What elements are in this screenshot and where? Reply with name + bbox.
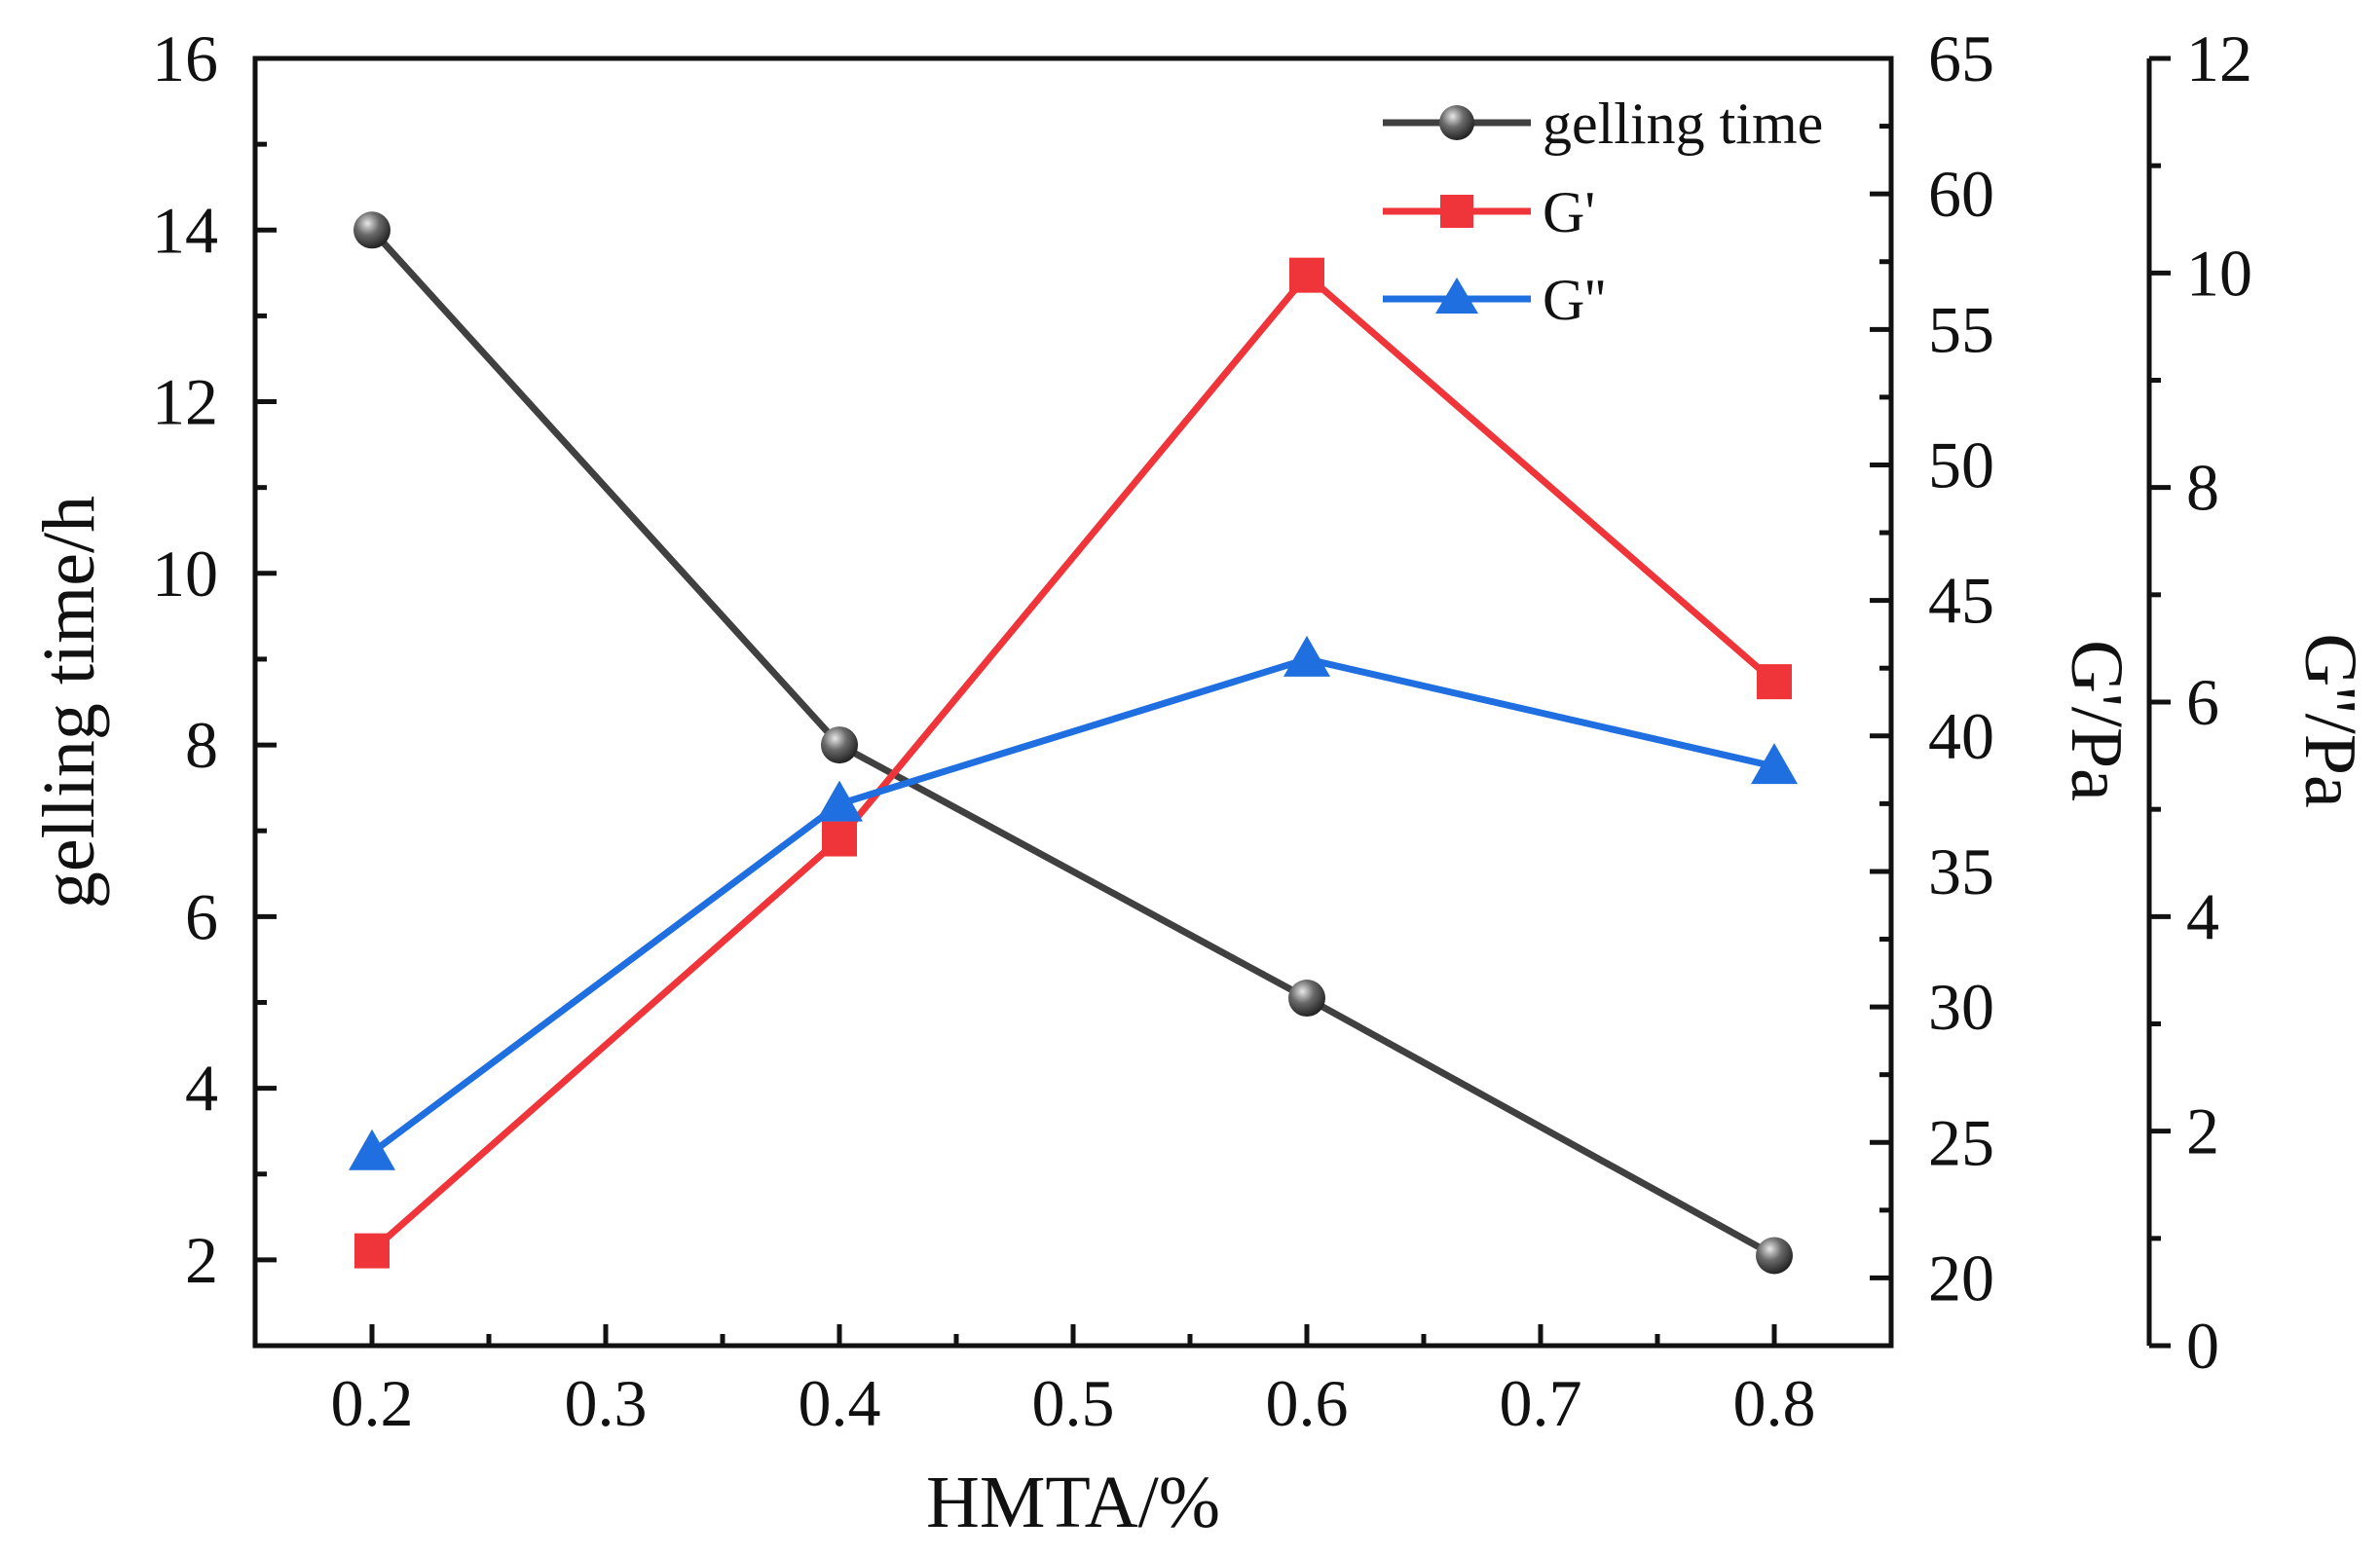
right1-tick-label: 60: [1928, 157, 1994, 231]
right2-axis-title: G''/Pa: [2289, 633, 2371, 807]
gelling-time-point: [353, 211, 390, 249]
gelling-time-point: [1756, 1237, 1793, 1275]
g-double-prime-point: [349, 1129, 395, 1170]
left-tick-label: 10: [152, 537, 218, 611]
legend-marker-g-double-prime: [1435, 278, 1478, 314]
legend-marker-gelling-time: [1439, 105, 1474, 140]
x-tick-label: 0.3: [565, 1366, 648, 1440]
right2-tick-label: 2: [2186, 1094, 2219, 1168]
right2-tick-label: 6: [2186, 665, 2219, 739]
x-tick-label: 0.2: [331, 1366, 414, 1440]
g-double-prime-point: [1751, 743, 1798, 785]
right1-tick-label: 25: [1928, 1105, 1994, 1179]
legend-label-g-prime: G': [1543, 180, 1595, 244]
series-layer: [349, 211, 1798, 1275]
right1-tick-label: 35: [1928, 834, 1994, 908]
series-line-1: [369, 272, 1777, 1254]
left-tick-label: 6: [185, 879, 218, 953]
x-tick-label: 0.5: [1032, 1366, 1115, 1440]
right1-axis-title: G'/Pa: [2056, 640, 2138, 801]
right1-axis-ticks: 20 25 30 35 40 45 50 55 60 65: [1870, 21, 1994, 1315]
g-prime-point: [354, 1233, 390, 1269]
legend: gelling time G' G'': [1383, 92, 1823, 332]
right1-tick-label: 55: [1928, 292, 1994, 366]
right1-tick-label: 65: [1928, 21, 1994, 95]
gelling-time-point: [1288, 980, 1325, 1018]
g-double-prime-point: [816, 780, 863, 822]
left-tick-label: 2: [185, 1223, 218, 1297]
left-tick-label: 8: [185, 708, 218, 782]
right2-tick-label: 8: [2186, 451, 2219, 525]
legend-label-gelling-time: gelling time: [1543, 92, 1823, 156]
x-tick-label: 0.7: [1500, 1366, 1582, 1440]
x-tick-label: 0.6: [1266, 1366, 1349, 1440]
legend-marker-g-prime: [1440, 195, 1473, 228]
left-tick-label: 16: [152, 21, 218, 95]
plot-frame: [252, 56, 1894, 1349]
legend-entry-g-double-prime: G'': [1383, 268, 1606, 332]
left-tick-label: 4: [185, 1052, 218, 1126]
x-axis-title: HMTA/%: [926, 1462, 1220, 1543]
g-prime-point: [822, 821, 857, 857]
left-tick-label: 12: [152, 365, 218, 439]
right1-tick-label: 20: [1928, 1241, 1994, 1315]
right2-tick-label: 12: [2186, 21, 2252, 95]
x-tick-label: 0.4: [799, 1366, 881, 1440]
x-axis-ticks: 0.2 0.3 0.4 0.5 0.6 0.7 0.8: [331, 1324, 1816, 1440]
left-tick-label: 14: [152, 193, 218, 267]
g-double-prime-point: [1283, 635, 1330, 677]
right1-tick-label: 50: [1928, 427, 1994, 501]
right2-tick-label: 10: [2186, 236, 2252, 310]
legend-entry-g-prime: G': [1383, 180, 1595, 244]
right1-tick-label: 40: [1928, 699, 1994, 773]
series-line-2: [369, 655, 1775, 1156]
legend-entry-gelling-time: gelling time: [1383, 92, 1823, 156]
series-line-0: [369, 227, 1776, 1259]
right2-tick-label: 4: [2186, 879, 2219, 953]
right2-tick-label: 0: [2186, 1309, 2219, 1383]
legend-label-g-double-prime: G'': [1543, 268, 1606, 332]
right2-axis-ticks: 0 2 4 6 8 10 12: [2149, 21, 2252, 1383]
gelling-time-point: [821, 726, 858, 764]
x-tick-label: 0.8: [1733, 1366, 1816, 1440]
g-prime-point: [1757, 664, 1792, 700]
left-axis-ticks: 2 4 6 8 10 12 14 16: [152, 21, 277, 1297]
right1-tick-label: 45: [1928, 564, 1994, 638]
g-prime-point: [1289, 257, 1324, 293]
left-axis-title: gelling time/h: [28, 496, 110, 908]
right1-tick-label: 30: [1928, 970, 1994, 1044]
